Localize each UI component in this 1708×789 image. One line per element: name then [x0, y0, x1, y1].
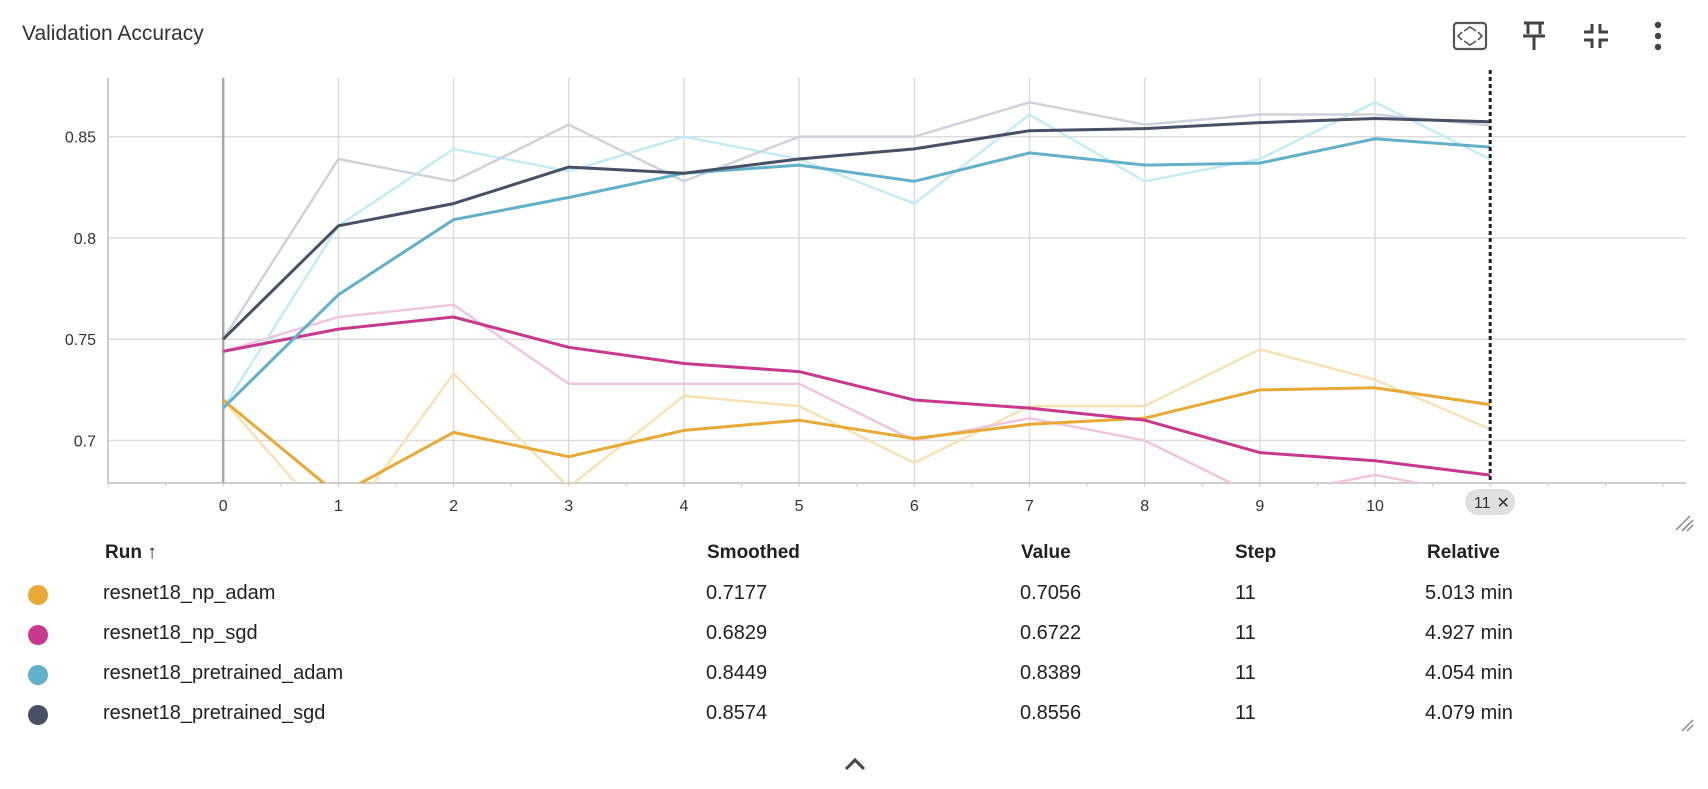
x-tick-label: 9 — [1255, 498, 1264, 515]
column-header-smoothed[interactable]: Smoothed — [707, 542, 800, 563]
raw-value: 0.8389 — [1020, 662, 1082, 684]
hover-step-label: 11 — [1474, 495, 1491, 512]
smoothed-series-line — [222, 386, 1491, 483]
step-value: 11 — [1235, 662, 1256, 684]
hover-step-badge — [1465, 489, 1516, 515]
x-tick-label: 0 — [219, 498, 228, 515]
chevron-up-icon — [844, 757, 866, 771]
table-row: resnet18_np_sgd 0.6829 0.6722 11 4.927 m… — [0, 614, 1708, 654]
chart-toolbar — [1448, 14, 1708, 58]
run-name: resnet18_np_sgd — [103, 622, 258, 644]
y-tick-label: 0.8 — [74, 231, 96, 248]
hover-close-icon[interactable]: ✕ — [1496, 495, 1509, 512]
y-tick-label: 0.7 — [74, 433, 96, 450]
raw-value: 0.7056 — [1020, 582, 1082, 604]
pin-icon — [1523, 21, 1545, 50]
step-value: 11 — [1235, 622, 1256, 644]
raw-value: 0.6722 — [1020, 622, 1082, 644]
smoothed-series-line — [222, 137, 1491, 410]
column-header-step[interactable]: Step — [1235, 542, 1277, 563]
collapse-icon — [1584, 24, 1608, 48]
raw-series-line — [222, 348, 1491, 483]
step-value: 11 — [1235, 582, 1256, 604]
x-tick-label: 4 — [679, 498, 688, 515]
smoothed-value: 0.8574 — [706, 702, 768, 724]
run-color-dot — [28, 585, 48, 605]
smoothed-value: 0.7177 — [706, 582, 768, 604]
column-header-run[interactable]: Run ↑ — [105, 542, 157, 563]
column-header-relative[interactable]: Relative — [1427, 542, 1500, 563]
smoothed-series-line — [222, 315, 1491, 477]
fit-domain-button[interactable] — [1448, 14, 1492, 58]
relative-time: 4.927 min — [1425, 622, 1513, 644]
run-color-dot — [28, 625, 48, 645]
fit-domain-icon — [1452, 21, 1488, 51]
x-tick-label: 3 — [564, 498, 573, 515]
collapse-button[interactable] — [1574, 14, 1618, 58]
plot-area — [222, 100, 1491, 483]
table-row: resnet18_pretrained_adam 0.8449 0.8389 1… — [0, 654, 1708, 694]
smoothed-value: 0.6829 — [706, 622, 768, 644]
more-options-button[interactable] — [1636, 14, 1680, 58]
run-name: resnet18_np_adam — [103, 582, 276, 604]
raw-series-line — [222, 101, 1491, 340]
run-color-dot — [28, 705, 48, 725]
pin-button[interactable] — [1512, 14, 1556, 58]
column-header-value[interactable]: Value — [1021, 542, 1071, 563]
run-name: resnet18_pretrained_adam — [103, 662, 344, 684]
x-tick-label: 10 — [1366, 498, 1384, 515]
more-vert-icon — [1654, 21, 1662, 51]
chart-title: Validation Accuracy — [22, 22, 204, 45]
collapse-table-button[interactable] — [841, 752, 869, 776]
smoothed-series-line — [222, 117, 1491, 341]
table-resize-icon[interactable] — [1680, 518, 1694, 532]
run-name: resnet18_pretrained_sgd — [103, 702, 326, 724]
step-value: 11 — [1235, 702, 1256, 724]
run-color-dot — [28, 665, 48, 685]
raw-value: 0.8556 — [1020, 702, 1082, 724]
x-tick-label: 5 — [795, 498, 804, 515]
raw-series-line — [222, 303, 1425, 483]
table-row: resnet18_pretrained_sgd 0.8574 0.8556 11… — [0, 694, 1708, 734]
x-tick-label: 1 — [334, 498, 343, 515]
relative-time: 5.013 min — [1425, 582, 1513, 604]
table-row: resnet18_np_adam 0.7177 0.7056 11 5.013 … — [0, 574, 1708, 614]
table-resize-icon[interactable] — [1680, 718, 1694, 732]
x-tick-label: 2 — [449, 498, 458, 515]
x-tick-label: 7 — [1025, 498, 1034, 515]
x-tick-label: 6 — [910, 498, 919, 515]
line-chart[interactable]: 0.7 0.75 0.8 0.85 0 1 2 3 4 5 6 7 8 9 10 11 ✕ — [0, 70, 1708, 530]
relative-time: 4.054 min — [1425, 662, 1513, 684]
y-tick-label: 0.85 — [65, 130, 96, 147]
raw-series-line — [222, 100, 1491, 409]
x-tick-label: 8 — [1140, 498, 1149, 515]
smoothed-value: 0.8449 — [706, 662, 768, 684]
relative-time: 4.079 min — [1425, 702, 1513, 724]
y-tick-label: 0.75 — [65, 332, 96, 349]
